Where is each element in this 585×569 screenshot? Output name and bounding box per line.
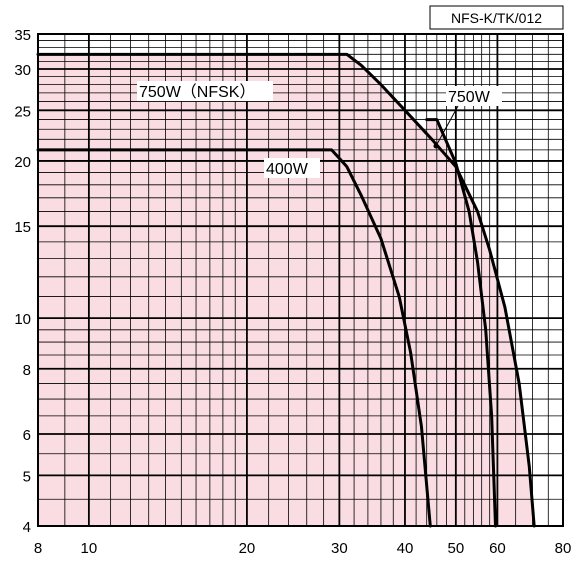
label-pointer-line (435, 105, 459, 147)
x-tick-label: 30 (331, 540, 348, 557)
axis-tick-labels: 8 10 20 30 40 50 60 80 4 5 6 8 10 15 20 25 30 35 (14, 27, 571, 557)
series-label-2: 750W (448, 89, 491, 106)
y-tick-label: 25 (14, 103, 31, 120)
plot-frame (37, 33, 564, 527)
x-tick-label: 60 (489, 540, 506, 557)
series-label-1: 750W（NFSK） (139, 83, 255, 101)
series-curves (36, 52, 536, 528)
y-tick-label: 5 (23, 468, 31, 485)
chart-grid (37, 33, 564, 527)
label-pointer-dot (433, 143, 439, 149)
model-code: NFS-K/TK/012 (451, 10, 542, 26)
model-code-box: NFS-K/TK/012 (429, 5, 564, 30)
series-line-3 (36, 148, 432, 528)
operating-area-fill (38, 54, 535, 527)
area-fill-2 (426, 119, 496, 526)
y-tick-label: 20 (14, 154, 31, 171)
x-tick-label: 50 (447, 540, 464, 557)
series-label-3: 400W (266, 161, 309, 178)
x-tick-label: 80 (555, 540, 572, 557)
series-labels: 750W（NFSK） 750W 400W (137, 81, 502, 178)
series-label-bg (137, 81, 273, 101)
x-tick-label: 40 (397, 540, 414, 557)
y-tick-label: 10 (14, 311, 31, 328)
x-tick-label: 8 (34, 540, 42, 557)
y-tick-label: 35 (14, 27, 31, 44)
x-tick-label: 10 (81, 540, 98, 557)
series-line-2 (425, 118, 497, 528)
series-label-bg (446, 86, 502, 106)
y-tick-label: 30 (14, 62, 31, 79)
y-tick-label: 4 (23, 519, 31, 536)
y-tick-label: 8 (23, 362, 31, 379)
y-tick-label: 6 (23, 427, 31, 444)
series-label-bg (264, 158, 320, 178)
area-fill-3 (38, 149, 431, 526)
x-tick-label: 20 (239, 540, 256, 557)
y-tick-label: 15 (14, 219, 31, 236)
